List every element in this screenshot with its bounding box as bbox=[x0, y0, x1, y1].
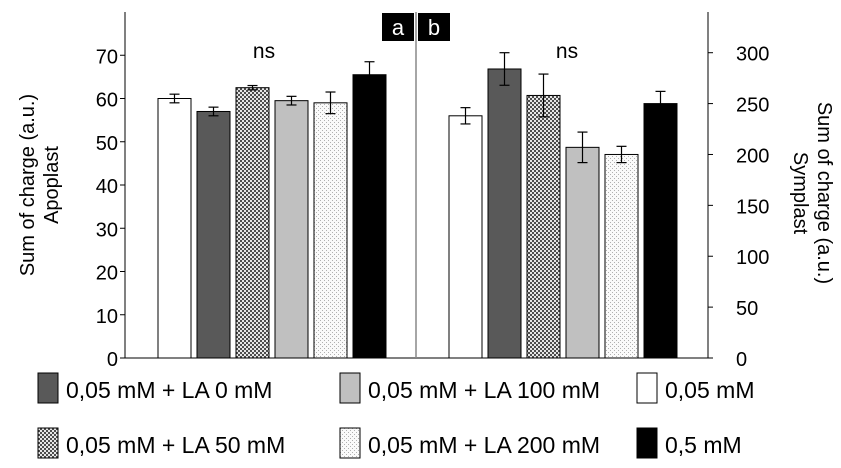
right-y-tick-label: 250 bbox=[736, 95, 769, 117]
left-y-tick-label: 40 bbox=[96, 176, 118, 198]
left-bar bbox=[274, 100, 309, 359]
right-bar bbox=[604, 153, 639, 359]
annotation-ns-left: ns bbox=[253, 40, 275, 63]
legend-label: 0,05 mM bbox=[665, 377, 754, 403]
legend-swatch bbox=[636, 427, 658, 459]
left-y-tick-label: 10 bbox=[96, 306, 118, 328]
left-y-tick-label: 70 bbox=[96, 46, 118, 68]
right-y-tick-label: 300 bbox=[736, 44, 769, 66]
panel-label-b: b bbox=[428, 15, 440, 40]
legend-swatch bbox=[37, 372, 59, 404]
legend-swatch bbox=[339, 427, 361, 459]
legend-swatch bbox=[37, 427, 59, 459]
left-y-axis-title-line: Apoplast bbox=[41, 146, 63, 224]
left-y-tick-label: 0 bbox=[107, 349, 118, 371]
right-bar bbox=[487, 68, 522, 359]
panel-label-a-box bbox=[382, 13, 414, 41]
legend-label: 0,05 mM + LA 0 mM bbox=[66, 377, 272, 403]
left-y-tick-label: 60 bbox=[96, 90, 118, 112]
legend-swatch bbox=[339, 372, 361, 404]
right-bar bbox=[565, 146, 600, 359]
legend: 0,05 mM + LA 0 mM 0,05 mM + LA 100 mM 0,05… bbox=[37, 372, 754, 459]
legend-label: 0,5 mM bbox=[665, 432, 742, 458]
legend-swatch bbox=[636, 372, 658, 404]
left-bar bbox=[352, 74, 387, 359]
right-y-axis-title-line: Symplast bbox=[789, 152, 811, 235]
right-bar bbox=[643, 103, 678, 359]
right-y-tick-label: 0 bbox=[736, 349, 747, 371]
right-y-tick-label: 200 bbox=[736, 145, 769, 167]
left-y-axis-title: Sum of charge (a.u.) Apoplast bbox=[17, 94, 63, 276]
left-bar bbox=[196, 110, 231, 359]
legend-label: 0,05 mM + LA 100 mM bbox=[368, 377, 600, 403]
panel-label-b-box bbox=[418, 13, 450, 41]
left-bar bbox=[313, 102, 348, 359]
left-bar bbox=[157, 98, 192, 359]
annotation-ns-right: ns bbox=[556, 40, 578, 63]
right-y-tick-label: 150 bbox=[736, 196, 769, 218]
left-y-axis-title-line: Sum of charge (a.u.) bbox=[17, 94, 39, 276]
left-y-tick-label: 50 bbox=[96, 133, 118, 155]
left-y-tick-label: 30 bbox=[96, 219, 118, 241]
panel-label-a: a bbox=[392, 15, 405, 40]
right-y-axis-title: Sum of charge (a.u.)Symplast bbox=[789, 102, 835, 284]
plot-area: 0 10 20 30 40 50 60 70 0 50 100 150 200 250 300 Sum of … bbox=[17, 12, 835, 371]
right-y-axis-title-line: Sum of charge (a.u.) bbox=[813, 102, 835, 284]
right-bar bbox=[526, 94, 561, 359]
legend-label: 0,05 mM + LA 200 mM bbox=[368, 432, 600, 458]
legend-label: 0,05 mM + LA 50 mM bbox=[66, 432, 285, 458]
right-y-tick-label: 100 bbox=[736, 247, 769, 269]
left-bar bbox=[235, 87, 270, 359]
right-y-tick-label: 50 bbox=[736, 298, 758, 320]
left-y-tick-label: 20 bbox=[96, 263, 118, 285]
right-bar bbox=[448, 115, 483, 359]
